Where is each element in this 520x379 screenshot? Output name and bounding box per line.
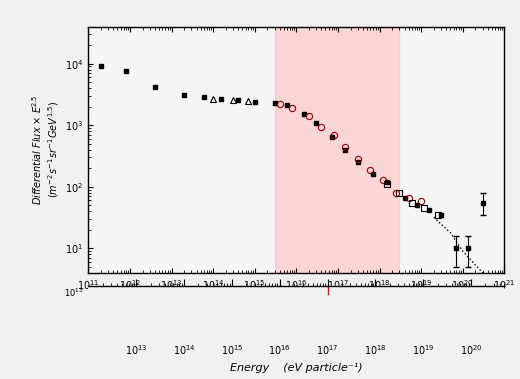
- Text: Energy    (eV particle⁻¹): Energy (eV particle⁻¹): [230, 363, 363, 373]
- Text: $10^{13}$: $10^{13}$: [64, 286, 84, 299]
- X-axis label: Energy of Nucleus (eV): Energy of Nucleus (eV): [232, 297, 360, 307]
- Bar: [275, 27, 399, 273]
- Y-axis label: Differential Flux $\times$ E$^{2.5}$
$(m^{-2}s^{-1}sr^{-1}GeV^{1.5})$: Differential Flux $\times$ E$^{2.5}$ $(m…: [30, 94, 61, 205]
